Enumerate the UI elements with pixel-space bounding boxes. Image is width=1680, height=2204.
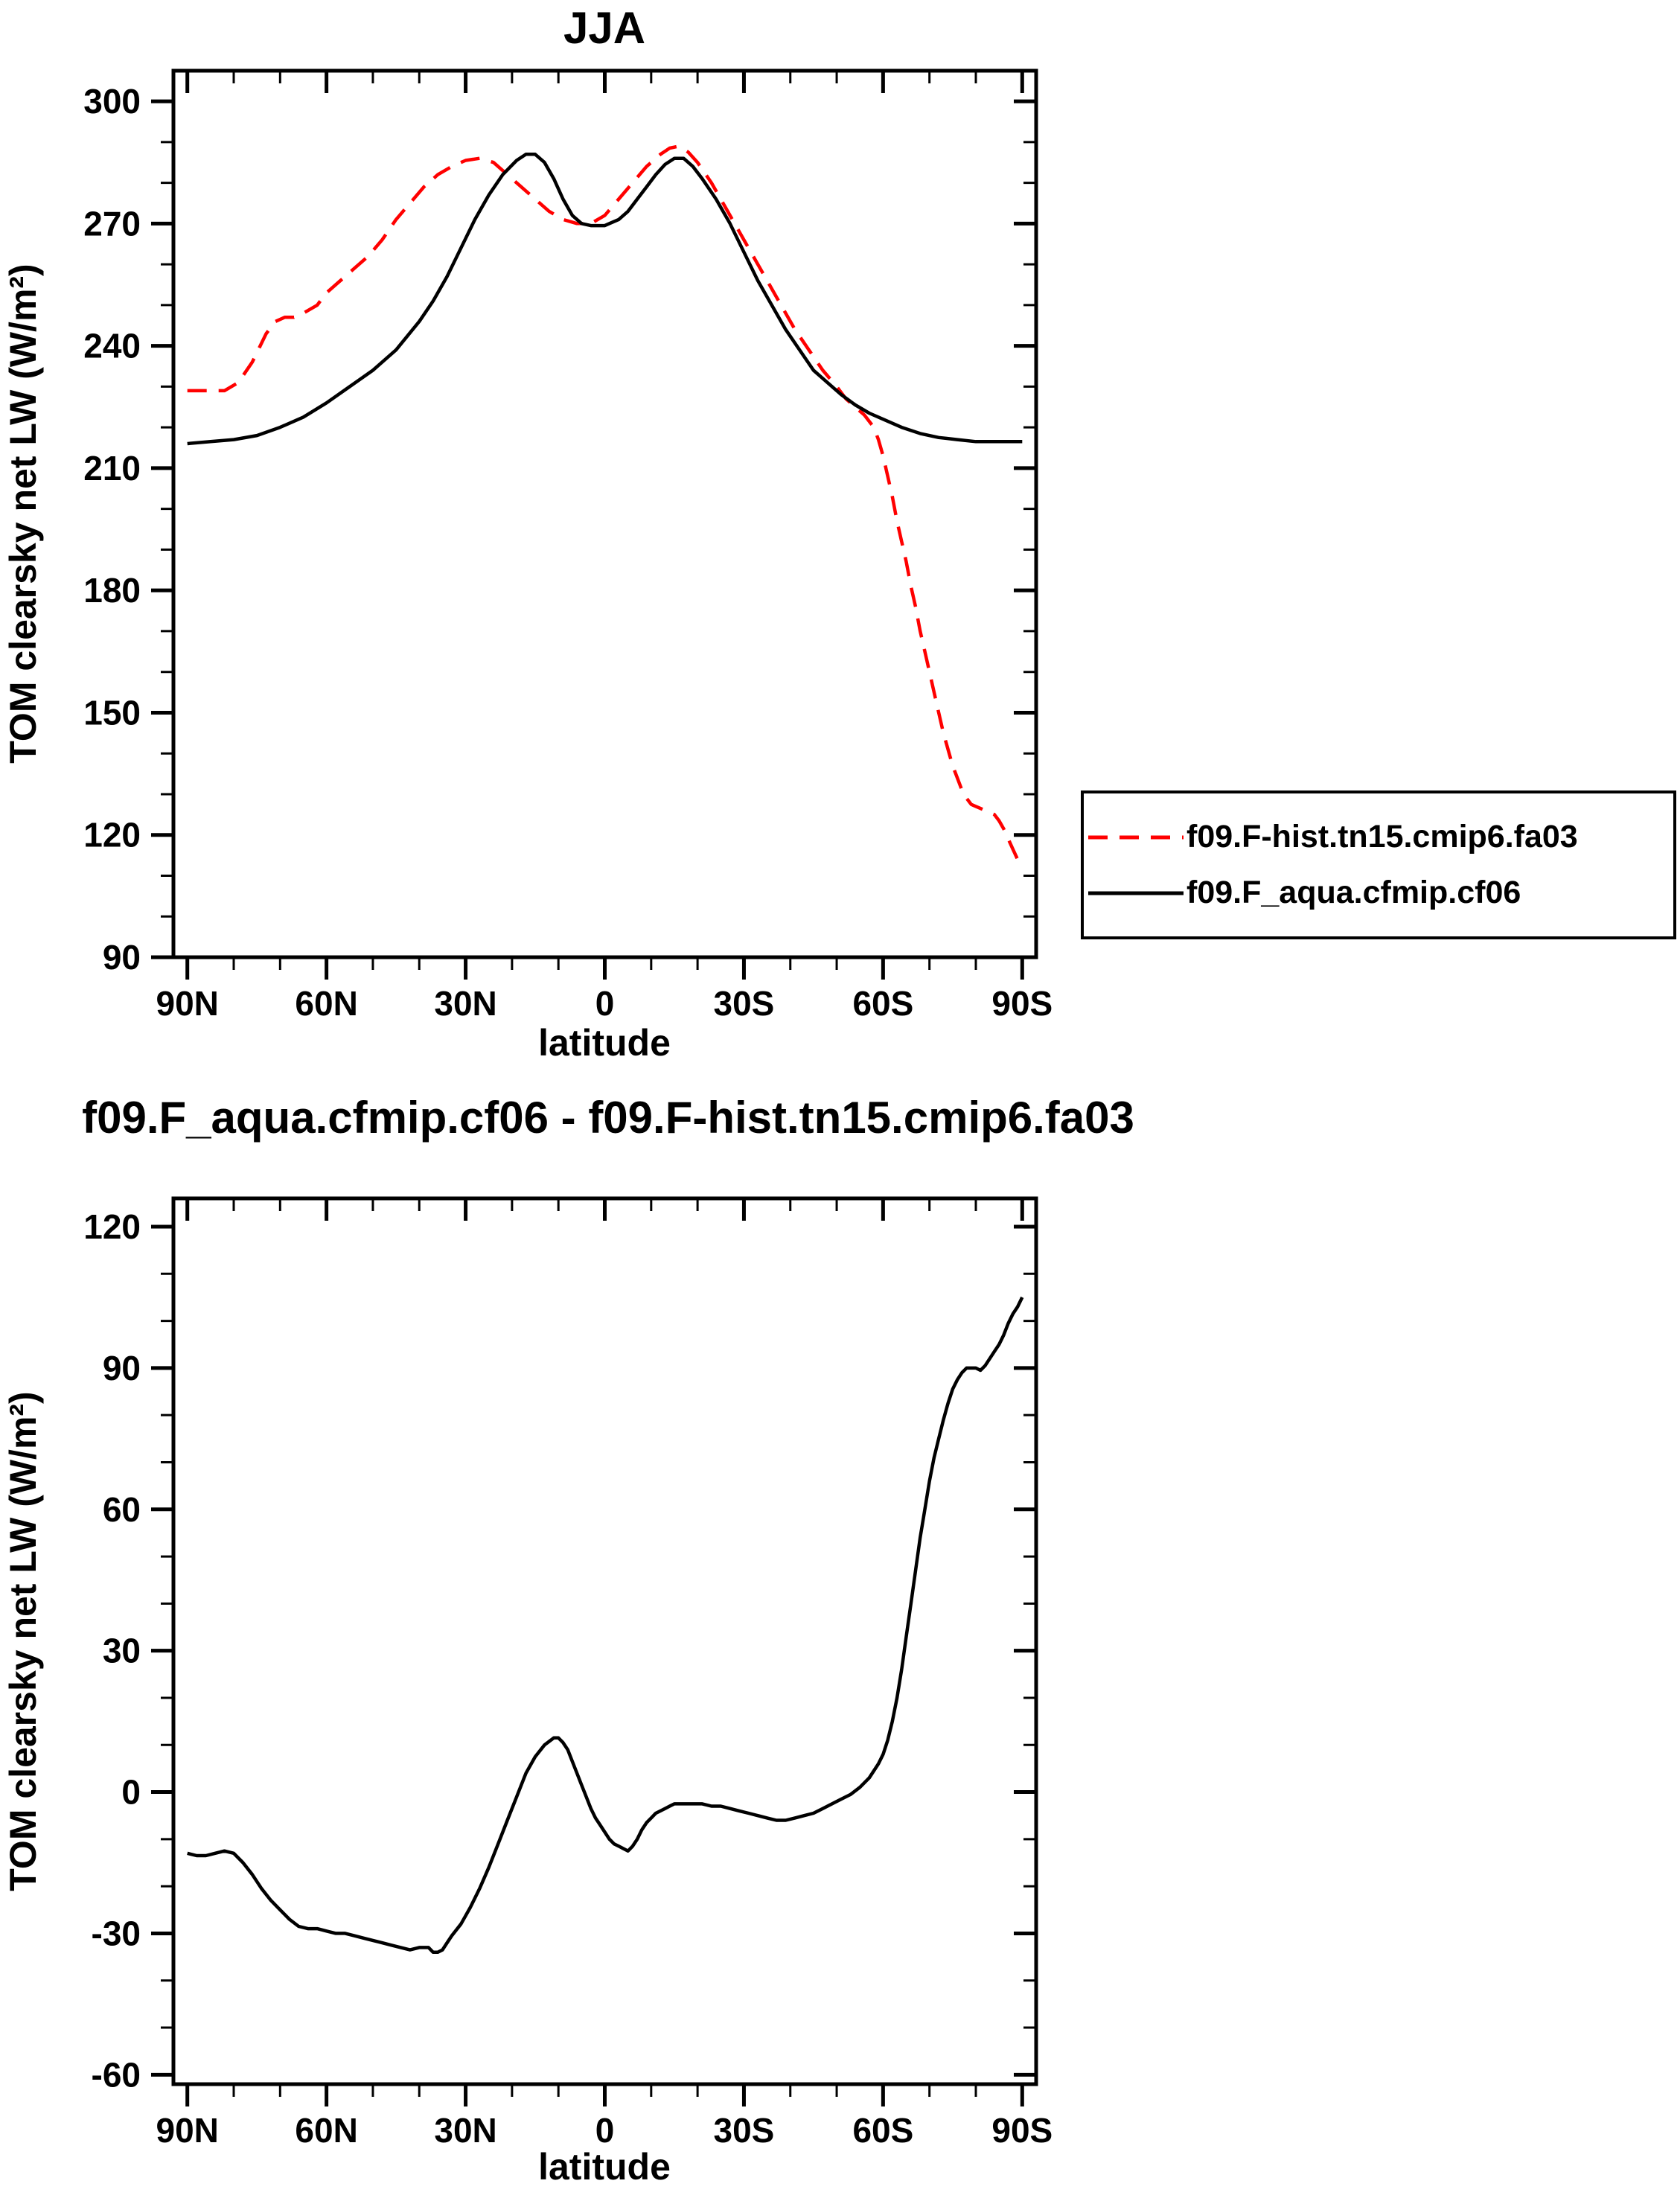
x-tick-label: 90S xyxy=(991,2111,1053,2150)
y-tick-label: 240 xyxy=(83,327,141,365)
x-tick-label: 60N xyxy=(295,2111,357,2150)
legend-label-aqua: f09.F_aqua.cfmip.cf06 xyxy=(1186,875,1521,910)
legend-entry-hist: f09.F-hist.tn15.cmip6.fa03 xyxy=(1088,819,1669,855)
x-tick-label: 90N xyxy=(156,2111,218,2150)
y-tick-label: 30 xyxy=(103,1632,141,1670)
legend-dashed-line-sample xyxy=(1088,835,1184,839)
y-tick-label: 150 xyxy=(83,693,141,732)
x-tick-label: 90N xyxy=(156,984,218,1023)
legend-entry-aqua: f09.F_aqua.cfmip.cf06 xyxy=(1088,875,1669,911)
x-tick-label: 30S xyxy=(714,984,775,1023)
jja-x-axis-label: latitude xyxy=(538,1022,671,1064)
y-tick-label: 90 xyxy=(103,938,141,977)
difference-x-axis-label: latitude xyxy=(538,2146,671,2188)
x-tick-label: 30N xyxy=(434,2111,496,2150)
series-line xyxy=(187,1296,1024,1955)
x-tick-label: 30N xyxy=(434,984,496,1023)
y-tick-label: 0 xyxy=(121,1773,141,1812)
x-tick-label: 60S xyxy=(852,984,913,1023)
jja-y-axis-label: TOM clearsky net LW (W/m²) xyxy=(2,263,44,763)
plot-area: -60 -30 0 30 60 90 120 90N 60N 30N 0 30S 60S 90S xyxy=(83,1196,1053,2150)
y-tick-label: 60 xyxy=(103,1490,141,1529)
plot-area: 90 120 150 180 210 240 270 300 90N 60N 30N 0 30S 60S 9… xyxy=(83,68,1053,1023)
y-tick-label: -30 xyxy=(92,1914,141,1952)
y-tick-label: 120 xyxy=(83,1207,141,1246)
difference-chart-title: f09.F_aqua.cfmip.cf06 - f09.F-hist.tn15.… xyxy=(82,1093,1134,1143)
legend-label-hist: f09.F-hist.tn15.cmip6.fa03 xyxy=(1186,819,1578,855)
y-tick-label: -60 xyxy=(92,2055,141,2094)
y-tick-label: 120 xyxy=(83,816,141,855)
x-tick-label: 0 xyxy=(595,2111,615,2150)
y-tick-label: 210 xyxy=(83,449,141,488)
series-line xyxy=(187,153,1023,446)
legend: f09.F-hist.tn15.cmip6.fa03 f09.F_aqua.cf… xyxy=(1081,790,1676,939)
x-tick-label: 60S xyxy=(852,2111,913,2150)
y-tick-label: 180 xyxy=(83,571,141,610)
y-tick-label: 270 xyxy=(83,204,141,243)
x-tick-label: 60N xyxy=(295,984,357,1023)
difference-chart-svg: f09.F_aqua.cfmip.cf06 - f09.F-hist.tn15.… xyxy=(2,1093,1134,2188)
difference-y-axis-label: TOM clearsky net LW (W/m²) xyxy=(2,1391,44,1891)
x-tick-label: 90S xyxy=(991,984,1053,1023)
series-line xyxy=(187,144,1024,869)
y-tick-label: 90 xyxy=(103,1349,141,1387)
x-tick-label: 0 xyxy=(595,984,615,1023)
x-tick-label: 30S xyxy=(714,2111,775,2150)
jja-chart-title: JJA xyxy=(563,3,645,53)
y-tick-label: 300 xyxy=(83,82,141,121)
plot-frame xyxy=(171,68,1038,959)
legend-solid-line-sample xyxy=(1088,891,1184,895)
jja-chart-svg: JJA TOM clearsky net LW (W/m²) latitude … xyxy=(2,3,1053,1064)
